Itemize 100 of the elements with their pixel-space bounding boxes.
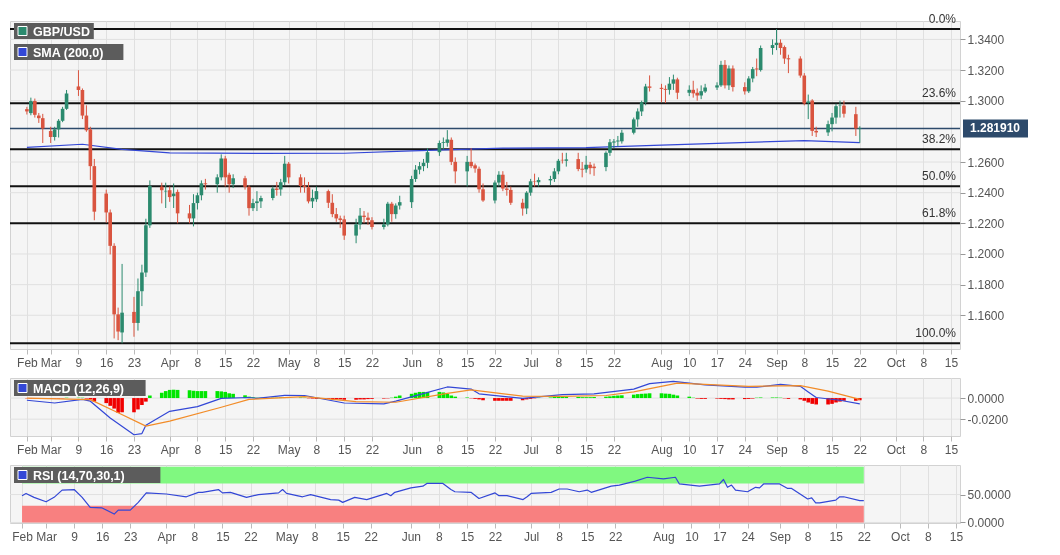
y-tick-label: 1.2000 xyxy=(967,247,1005,262)
x-tick-label: 22 xyxy=(365,355,380,370)
x-tick-label: 24 xyxy=(741,529,756,544)
y-tick-label: 1.1600 xyxy=(967,308,1005,323)
annotation: 23.6% xyxy=(921,86,957,101)
y-tick-label: 1.1800 xyxy=(967,278,1005,293)
x-tick-label: 15 xyxy=(579,355,594,370)
x-tick-label: 24 xyxy=(738,355,753,370)
x-tick-label: 22 xyxy=(246,442,261,457)
x-tick-label: 15 xyxy=(829,529,844,544)
x-tick-label: 8 xyxy=(436,355,444,370)
x-tick-label: Apr xyxy=(160,442,180,457)
x-tick-label: 8 xyxy=(313,355,321,370)
x-tick-label: May xyxy=(275,529,299,544)
x-tick-label: 22 xyxy=(244,529,258,544)
x-tick-label: Feb xyxy=(17,442,39,457)
x-tick-label: 15 xyxy=(338,355,352,370)
x-tick-label: Jun xyxy=(402,355,422,370)
x-tick-label: May xyxy=(277,442,301,457)
x-tick-label: 15 xyxy=(579,442,594,457)
x-tick-label: Mar xyxy=(36,529,57,544)
x-tick-label: 8 xyxy=(313,442,321,457)
x-tick-label: 22 xyxy=(607,355,622,370)
x-tick-label: 8 xyxy=(191,529,199,544)
x-tick-label: 22 xyxy=(488,529,503,544)
x-tick-label: Apr xyxy=(157,529,177,544)
legend-label: SMA (200,0) xyxy=(33,46,104,60)
x-tick-label: 24 xyxy=(738,442,753,457)
x-tick-label: 22 xyxy=(246,355,261,370)
x-tick-label: 16 xyxy=(100,442,114,457)
x-tick-label: 8 xyxy=(194,355,202,370)
x-tick-label: Sep xyxy=(766,355,789,370)
x-tick-label: 15 xyxy=(944,355,959,370)
x-tick-label: 8 xyxy=(801,442,809,457)
x-tick-label: 8 xyxy=(555,442,563,457)
x-tick-label: 8 xyxy=(436,442,444,457)
x-tick-label: 23 xyxy=(127,355,142,370)
x-tick-label: 8 xyxy=(556,529,564,544)
y-tick-label: 1.2600 xyxy=(967,155,1005,170)
x-tick-label: Jun xyxy=(401,529,422,544)
x-tick-label: Jun xyxy=(402,442,422,457)
x-tick-label: 16 xyxy=(100,355,114,370)
x-tick-label: Aug xyxy=(651,442,673,457)
x-tick-label: 8 xyxy=(194,442,202,457)
legend-label: RSI (14,70,30,1) xyxy=(33,469,125,483)
x-tick-label: 22 xyxy=(365,442,380,457)
x-tick-label: Apr xyxy=(160,355,180,370)
x-tick-label: 9 xyxy=(75,442,83,457)
x-tick-label: Mar xyxy=(40,355,62,370)
x-tick-label: Jul xyxy=(523,529,540,544)
annotation: 38.2% xyxy=(921,132,957,147)
y-tick-label: 0.0000 xyxy=(967,515,1005,530)
x-tick-label: 22 xyxy=(607,442,622,457)
y-tick-label: -0.0200 xyxy=(967,412,1009,427)
x-tick-label: Aug xyxy=(653,529,675,544)
x-tick-label: 15 xyxy=(219,355,233,370)
x-tick-label: 8 xyxy=(804,529,812,544)
x-tick-label: 8 xyxy=(801,355,809,370)
ref-line-label: 1.281910 xyxy=(969,121,1021,136)
x-tick-label: 15 xyxy=(825,442,840,457)
x-tick-label: 22 xyxy=(488,355,503,370)
x-tick-label: 8 xyxy=(436,529,444,544)
x-tick-label: 10 xyxy=(683,442,697,457)
x-tick-label: Sep xyxy=(769,529,792,544)
y-tick-label: 50.0000 xyxy=(967,488,1012,503)
x-tick-label: 22 xyxy=(488,442,503,457)
x-tick-label: 15 xyxy=(460,442,475,457)
x-tick-label: 15 xyxy=(460,529,475,544)
x-tick-label: Feb xyxy=(17,355,39,370)
legend-label: GBP/USD xyxy=(33,25,90,39)
x-tick-label: 8 xyxy=(925,529,933,544)
x-tick-label: 15 xyxy=(581,529,595,544)
x-tick-label: 15 xyxy=(216,529,230,544)
x-tick-label: Oct xyxy=(891,529,911,544)
x-tick-label: 22 xyxy=(853,355,868,370)
x-tick-label: 15 xyxy=(944,442,959,457)
x-tick-label: Jul xyxy=(523,355,539,370)
x-tick-label: 22 xyxy=(853,442,868,457)
x-tick-label: Jul xyxy=(523,442,539,457)
legend-label: MACD (12,26,9) xyxy=(33,382,124,396)
x-tick-label: 17 xyxy=(710,442,725,457)
y-tick-label: 0.0000 xyxy=(967,391,1005,406)
x-tick-label: 10 xyxy=(685,529,699,544)
x-tick-label: 8 xyxy=(920,355,928,370)
x-tick-label: Oct xyxy=(886,442,906,457)
x-tick-label: 15 xyxy=(825,355,840,370)
y-tick-label: 1.3400 xyxy=(967,32,1005,47)
x-tick-label: 22 xyxy=(857,529,872,544)
x-tick-label: 17 xyxy=(710,355,725,370)
annotation: 0.0% xyxy=(928,12,957,27)
x-tick-label: Oct xyxy=(886,355,906,370)
annotation: 100.0% xyxy=(915,326,957,341)
x-tick-label: 15 xyxy=(460,355,475,370)
x-tick-label: 9 xyxy=(71,529,79,544)
x-tick-label: 10 xyxy=(683,355,697,370)
x-tick-label: 22 xyxy=(364,529,379,544)
x-tick-label: Feb xyxy=(12,529,34,544)
x-tick-label: 23 xyxy=(127,442,142,457)
x-tick-label: 9 xyxy=(75,355,83,370)
x-tick-label: Aug xyxy=(651,355,673,370)
